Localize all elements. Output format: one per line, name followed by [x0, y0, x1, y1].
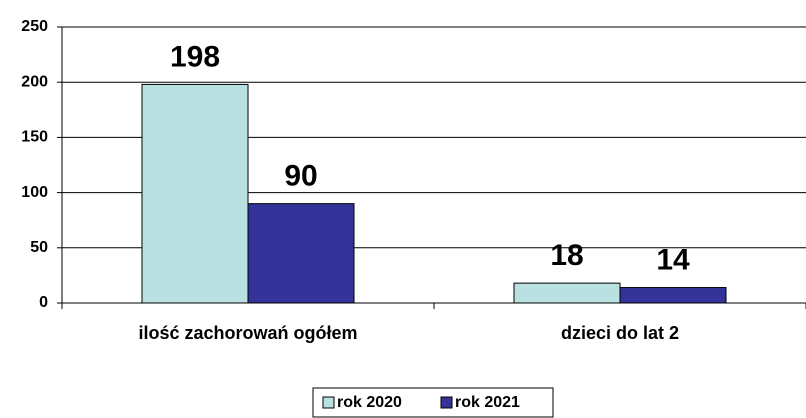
bar: [141, 83, 249, 304]
y-tick-label: 100: [21, 184, 48, 201]
data-label: 90: [284, 160, 317, 193]
y-tick-label: 250: [21, 18, 48, 35]
bar: [513, 282, 621, 304]
legend-label: rok 2020: [337, 394, 402, 411]
data-label: 18: [550, 239, 583, 272]
x-tick-label: ilość zachorowań ogółem: [138, 323, 357, 343]
y-tick-label: 50: [30, 239, 48, 256]
legend-swatch: [440, 396, 453, 409]
legend-label: rok 2021: [455, 394, 520, 411]
data-label: 198: [170, 40, 220, 73]
data-label: 14: [656, 243, 690, 276]
y-tick-label: 0: [39, 294, 48, 311]
bar: [619, 287, 727, 304]
y-tick-label: 200: [21, 73, 48, 90]
bar: [247, 203, 355, 304]
legend-box: [312, 387, 554, 418]
legend-swatch: [322, 396, 335, 409]
y-tick-label: 150: [21, 129, 48, 146]
x-tick-label: dzieci do lat 2: [561, 323, 679, 343]
